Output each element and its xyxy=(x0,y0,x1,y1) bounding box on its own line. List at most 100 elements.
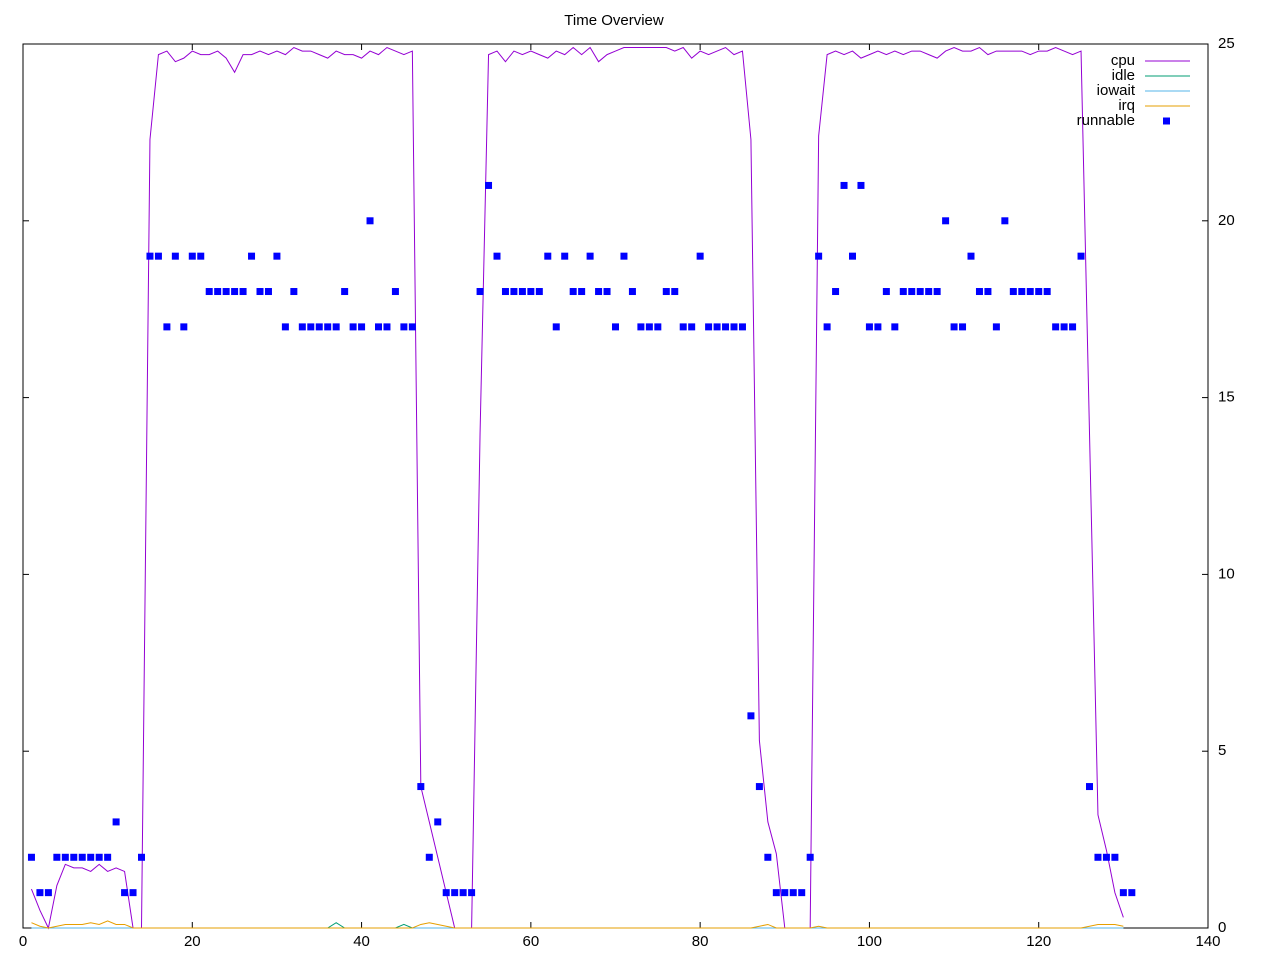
point xyxy=(290,288,298,296)
point xyxy=(451,889,459,897)
legend-label: idle xyxy=(1112,67,1135,84)
point xyxy=(214,288,222,296)
point xyxy=(61,853,69,861)
point xyxy=(434,818,442,826)
point xyxy=(705,323,713,331)
point xyxy=(1077,252,1085,260)
point xyxy=(578,288,586,296)
x-tick-label: 40 xyxy=(353,933,370,950)
point xyxy=(984,288,992,296)
point xyxy=(552,323,560,331)
x-tick-label: 0 xyxy=(19,933,27,950)
point xyxy=(459,889,467,897)
point xyxy=(586,252,594,260)
point xyxy=(36,889,44,897)
point xyxy=(730,323,738,331)
chart-title: Time Overview xyxy=(564,12,664,29)
point xyxy=(772,889,780,897)
point xyxy=(129,889,137,897)
point xyxy=(544,252,552,260)
point xyxy=(849,252,856,260)
point xyxy=(324,323,332,331)
point xyxy=(535,288,543,296)
point xyxy=(595,288,603,296)
point xyxy=(637,323,645,331)
legend-swatch xyxy=(1163,117,1170,125)
point xyxy=(620,252,628,260)
point xyxy=(1119,889,1127,897)
point xyxy=(738,323,746,331)
point xyxy=(1128,889,1136,897)
x-tick-label: 20 xyxy=(184,933,201,950)
point xyxy=(112,818,120,826)
point xyxy=(188,252,196,260)
point xyxy=(239,288,247,296)
point xyxy=(417,783,425,791)
point xyxy=(493,252,501,260)
point xyxy=(138,853,145,861)
point xyxy=(832,288,840,296)
point xyxy=(256,288,264,296)
point xyxy=(1111,853,1119,861)
point xyxy=(925,288,933,296)
point xyxy=(1026,288,1034,296)
point xyxy=(874,323,882,331)
point xyxy=(27,853,35,861)
point xyxy=(315,323,323,331)
point xyxy=(154,252,162,260)
point xyxy=(1086,783,1093,791)
point xyxy=(603,288,611,296)
point xyxy=(408,323,416,331)
y-tick-label: 10 xyxy=(1218,565,1235,582)
point xyxy=(383,323,391,331)
point xyxy=(882,288,890,296)
point xyxy=(180,323,188,331)
point xyxy=(1009,288,1017,296)
point xyxy=(891,323,899,331)
point xyxy=(78,853,86,861)
point xyxy=(349,323,357,331)
point xyxy=(755,783,763,791)
point xyxy=(476,288,484,296)
point xyxy=(425,853,433,861)
point xyxy=(1094,853,1102,861)
point xyxy=(654,323,662,331)
x-tick-label: 140 xyxy=(1195,933,1220,950)
point xyxy=(798,889,806,897)
point xyxy=(197,252,205,260)
point xyxy=(645,323,653,331)
point xyxy=(44,889,52,897)
point xyxy=(942,217,950,225)
point xyxy=(501,288,509,296)
point xyxy=(104,853,112,861)
point xyxy=(205,288,213,296)
point xyxy=(916,288,924,296)
point xyxy=(87,853,95,861)
point xyxy=(696,252,704,260)
point xyxy=(248,252,256,260)
point xyxy=(518,288,526,296)
point xyxy=(789,889,797,897)
point xyxy=(679,323,687,331)
point xyxy=(468,889,476,897)
y-tick-label: 20 xyxy=(1218,212,1235,229)
point xyxy=(1043,288,1051,296)
point xyxy=(70,853,78,861)
point xyxy=(713,323,721,331)
series-line xyxy=(31,920,1124,929)
point xyxy=(781,889,789,897)
plot-border xyxy=(22,43,1209,929)
point xyxy=(298,323,306,331)
point xyxy=(400,323,408,331)
point xyxy=(671,288,679,296)
y-tick-label: 25 xyxy=(1218,35,1235,52)
point xyxy=(908,288,916,296)
point xyxy=(612,323,619,331)
point xyxy=(840,181,848,189)
point xyxy=(391,288,399,296)
point xyxy=(628,288,636,296)
point xyxy=(899,288,907,296)
point xyxy=(561,252,569,260)
point xyxy=(950,323,958,331)
